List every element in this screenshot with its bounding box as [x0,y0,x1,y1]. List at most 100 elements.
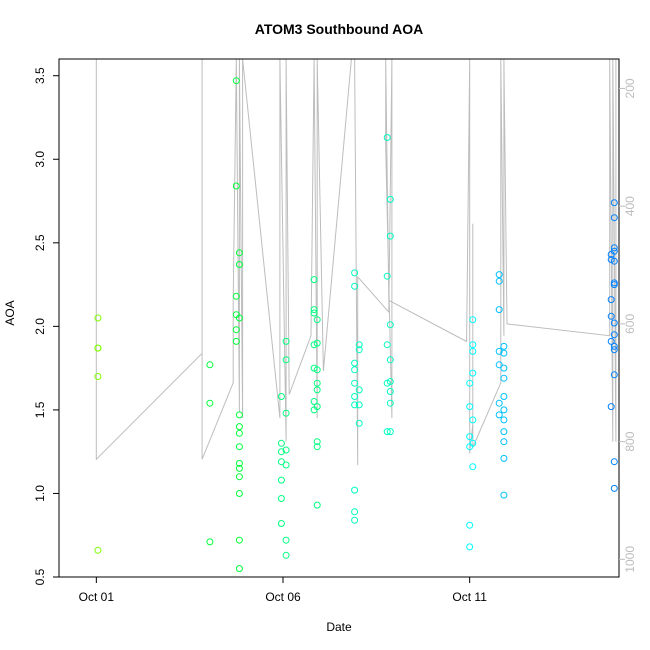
data-point [610,371,618,379]
data-point [206,361,214,369]
data-point [355,386,363,394]
y-tick-label: 1.5 [33,401,47,418]
data-point [386,232,394,240]
data-point [282,337,290,345]
data-point [610,199,618,207]
data-point [495,277,503,285]
chart-title: ATOM3 Southbound AOA [255,21,424,37]
data-point [466,379,474,387]
data-point [386,388,394,395]
data-point [277,520,285,527]
data-point [277,448,285,456]
data-point [607,403,615,411]
data-point [610,214,618,222]
data-point [495,347,503,355]
data-point [610,484,618,492]
data-point [466,433,474,441]
data-point [495,271,503,279]
data-point [469,439,477,447]
y2-tick-label: 400 [623,196,637,216]
data-point [282,461,290,469]
data-point [235,411,243,419]
x-axis-label: Date [326,620,352,634]
data-point [351,486,359,494]
data-point [277,476,285,484]
data-point [500,393,508,400]
data-point [235,490,243,497]
data-point [500,349,508,357]
data-point [351,282,359,290]
data-point [235,429,243,437]
y-tick-label: 3.0 [33,151,47,168]
data-point [235,536,243,544]
data-point [232,326,240,334]
data-point [235,249,243,257]
plot-frame [58,58,620,578]
data-point [386,321,394,329]
data-point [495,361,503,369]
data-point [313,438,321,446]
y2-tick-label: 200 [623,78,637,98]
data-point [206,538,214,546]
data-point [355,401,363,409]
data-point [313,386,321,394]
data-point [313,316,321,324]
data-point [610,346,618,354]
data-point [235,443,243,451]
data-point [386,378,394,385]
data-point [607,312,615,320]
data-point [277,495,285,502]
data-point [232,77,240,85]
data-point [235,423,243,431]
data-point [495,306,503,314]
data-point [610,331,618,339]
data-point [351,516,359,524]
data-point [94,314,102,322]
data-point [469,463,477,471]
x-tick-label: Oct 01 [79,590,115,604]
data-point [235,464,243,472]
data-point [500,438,508,446]
data-point [94,546,102,554]
data-point [469,347,477,355]
data-point [383,272,391,280]
y2-tick-label: 1000 [623,546,637,573]
data-point [355,341,363,349]
data-point [232,182,240,190]
data-point [607,296,615,304]
data-point [351,359,359,367]
data-point [282,536,290,544]
data-point [500,364,508,372]
x-tick-label: Oct 06 [265,590,301,604]
axes: 0.5 1.0 1.5 2.0 2.5 3.0 3.5 Oct 01 Oct 06 Oct 11 2… [33,58,637,604]
data-point [313,366,321,374]
data-point [282,356,290,364]
data-point [313,501,321,509]
data-point [235,565,243,573]
data-point [235,261,243,268]
data-point [235,473,243,481]
data-point [310,306,318,314]
data-point [386,399,394,407]
data-point [469,316,477,324]
data-point [383,134,391,141]
data-point [94,344,102,352]
data-point [469,341,477,349]
data-point [386,195,394,203]
data-point [351,269,359,277]
data-point [310,276,318,284]
data-point [383,428,391,436]
data-point [351,379,359,387]
data-point [469,369,477,377]
data-point [235,459,243,467]
data-point [277,393,285,400]
x-tick-label: Oct 11 [452,590,487,604]
data-point [466,521,474,529]
y-tick-label: 2.5 [33,234,47,251]
data-point [500,342,508,350]
data-point [607,337,615,345]
y-tick-label: 2.0 [33,318,47,335]
data-point [277,458,285,466]
y2-tick-label: 600 [623,314,637,334]
